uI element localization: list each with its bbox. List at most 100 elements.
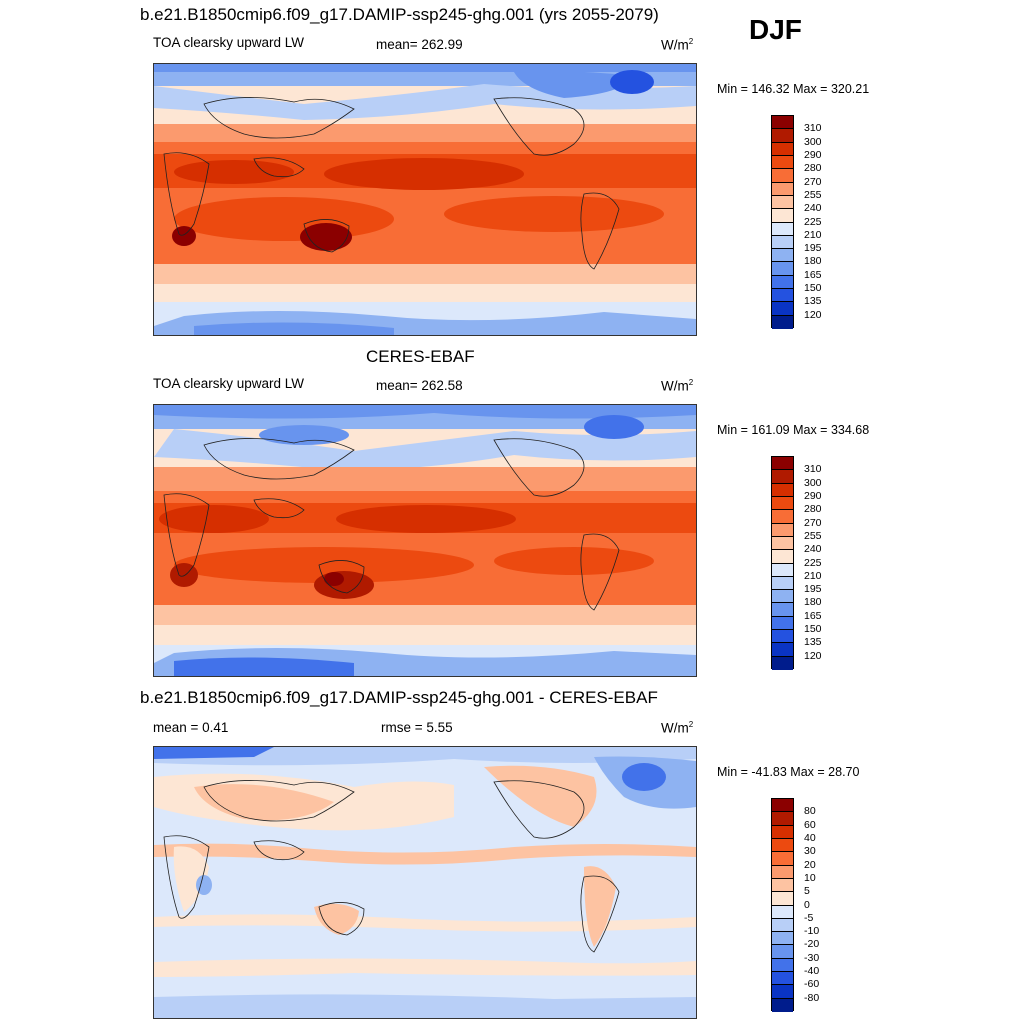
colorbar-tick-label: 310 bbox=[804, 463, 822, 476]
colorbar-tick-label: 195 bbox=[804, 242, 822, 255]
panel-1-units: W/m2 bbox=[661, 37, 694, 53]
colorbar-swatch bbox=[772, 483, 793, 497]
colorbar-tick-label: 40 bbox=[804, 831, 816, 844]
colorbar-tick-label: -60 bbox=[804, 978, 820, 991]
colorbar-swatch bbox=[772, 536, 793, 551]
colorbar-swatch bbox=[772, 275, 793, 290]
panel-3-minmax: Min = -41.83 Max = 28.70 bbox=[717, 765, 860, 779]
colorbar-tick-label: 120 bbox=[804, 308, 822, 321]
colorbar-swatch bbox=[772, 825, 793, 839]
colorbar-tick-label: 135 bbox=[804, 295, 822, 308]
colorbar-swatch bbox=[772, 972, 793, 986]
colorbar-tick-label: 280 bbox=[804, 503, 822, 516]
colorbar-tick-label: -10 bbox=[804, 925, 820, 938]
colorbar-swatch bbox=[772, 985, 793, 999]
colorbar-tick-label: 240 bbox=[804, 543, 822, 556]
panel-1-title: b.e21.B1850cmip6.f09_g17.DAMIP-ssp245-gh… bbox=[140, 5, 659, 24]
season-label: DJF bbox=[749, 14, 802, 45]
colorbar-tick-label: 150 bbox=[804, 623, 822, 636]
colorbar-swatch bbox=[772, 457, 793, 471]
colorbar-tick-label: 255 bbox=[804, 529, 822, 542]
panel-1-minmax: Min = 146.32 Max = 320.21 bbox=[717, 82, 870, 96]
colorbar-swatch bbox=[772, 865, 793, 879]
colorbar-tick-label: 80 bbox=[804, 805, 816, 818]
colorbar-tick-label: 120 bbox=[804, 649, 822, 662]
colorbar-swatch bbox=[772, 470, 793, 484]
panel-2-map bbox=[153, 404, 697, 677]
colorbar-swatch bbox=[772, 129, 793, 143]
panel-3-colorbar: 80 60 40 30 20 10 5 0 -5 -10 -20 -30 -40 -60 -80 bbox=[771, 798, 861, 1013]
colorbar-swatch bbox=[772, 945, 793, 959]
panel-3-units: W/m2 bbox=[661, 720, 694, 736]
colorbar-swatch bbox=[772, 523, 793, 537]
colorbar-tick-label: 210 bbox=[804, 569, 822, 582]
colorbar-tick-label: 150 bbox=[804, 282, 822, 295]
colorbar-tick-label: 255 bbox=[804, 188, 822, 201]
colorbar-tick-label: 270 bbox=[804, 516, 822, 529]
colorbar-tick-label: 310 bbox=[804, 122, 822, 135]
colorbar-swatch bbox=[772, 496, 793, 511]
colorbar-swatch bbox=[772, 209, 793, 223]
colorbar-tick-label: 165 bbox=[804, 609, 822, 622]
panel-1-mean-label: mean= 262.99 bbox=[376, 37, 463, 52]
panel-2-minmax: Min = 161.09 Max = 334.68 bbox=[717, 423, 870, 437]
colorbar-tick-label: 240 bbox=[804, 202, 822, 215]
panel-2-title: CERES-EBAF bbox=[366, 347, 475, 366]
colorbar-tick-label: 135 bbox=[804, 636, 822, 649]
colorbar-swatch bbox=[772, 182, 793, 196]
colorbar-swatch bbox=[772, 838, 793, 853]
panel-2-units: W/m2 bbox=[661, 378, 694, 394]
colorbar-swatch bbox=[772, 563, 793, 577]
colorbar-swatch bbox=[772, 643, 793, 657]
colorbar-swatch bbox=[772, 878, 793, 893]
colorbar-tick-label: 5 bbox=[804, 885, 810, 898]
colorbar-swatch bbox=[772, 510, 793, 524]
colorbar-tick-label: 280 bbox=[804, 162, 822, 175]
colorbar-swatch bbox=[772, 169, 793, 183]
colorbar-swatch bbox=[772, 289, 793, 303]
colorbar-swatch bbox=[772, 249, 793, 263]
colorbar-swatch bbox=[772, 222, 793, 236]
panel-3-map bbox=[153, 746, 697, 1019]
colorbar-tick-label: 300 bbox=[804, 135, 822, 148]
colorbar-tick-label: 0 bbox=[804, 898, 810, 911]
colorbar-tick-label: 10 bbox=[804, 871, 816, 884]
colorbar-swatch bbox=[772, 603, 793, 617]
colorbar-swatch bbox=[772, 315, 793, 329]
colorbar-tick-label: 210 bbox=[804, 228, 822, 241]
colorbar-swatch bbox=[772, 576, 793, 591]
colorbar-tick-label: 290 bbox=[804, 148, 822, 161]
colorbar-tick-label: 225 bbox=[804, 556, 822, 569]
colorbar-swatch bbox=[772, 630, 793, 644]
colorbar-tick-label: 195 bbox=[804, 583, 822, 596]
panel-3-title: b.e21.B1850cmip6.f09_g17.DAMIP-ssp245-gh… bbox=[140, 688, 658, 707]
colorbar-swatch bbox=[772, 235, 793, 250]
colorbar-swatch bbox=[772, 616, 793, 631]
panel-1-map bbox=[153, 63, 697, 336]
colorbar-swatch bbox=[772, 656, 793, 670]
colorbar-swatch bbox=[772, 262, 793, 276]
colorbar-tick-label: 30 bbox=[804, 845, 816, 858]
colorbar-swatch bbox=[772, 302, 793, 316]
colorbar-tick-label: 270 bbox=[804, 175, 822, 188]
colorbar-swatch bbox=[772, 958, 793, 973]
colorbar-tick-label: 60 bbox=[804, 818, 816, 831]
colorbar-tick-label: -5 bbox=[804, 911, 814, 924]
colorbar-swatch bbox=[772, 905, 793, 919]
colorbar-swatch bbox=[772, 932, 793, 946]
panel-1-colorbar: 310 300 290 280 270 255 240 225 210 195 180 165 150 1… bbox=[771, 115, 861, 330]
colorbar-tick-label: 180 bbox=[804, 596, 822, 609]
panel-2-variable-label: TOA clearsky upward LW bbox=[153, 376, 305, 391]
colorbar-swatch bbox=[772, 852, 793, 866]
panel-1-variable-label: TOA clearsky upward LW bbox=[153, 35, 305, 50]
colorbar-swatch bbox=[772, 799, 793, 813]
colorbar-swatch bbox=[772, 550, 793, 564]
colorbar-tick-label: -30 bbox=[804, 951, 820, 964]
colorbar-swatch bbox=[772, 590, 793, 604]
colorbar-swatch bbox=[772, 812, 793, 826]
colorbar-tick-label: 180 bbox=[804, 255, 822, 268]
colorbar-tick-label: 225 bbox=[804, 215, 822, 228]
panel-3-mean-label: mean = 0.41 bbox=[153, 720, 229, 735]
colorbar-tick-label: -80 bbox=[804, 991, 820, 1004]
panel-2-colorbar: 310 300 290 280 270 255 240 225 210 195 180 165 150 1… bbox=[771, 456, 861, 671]
